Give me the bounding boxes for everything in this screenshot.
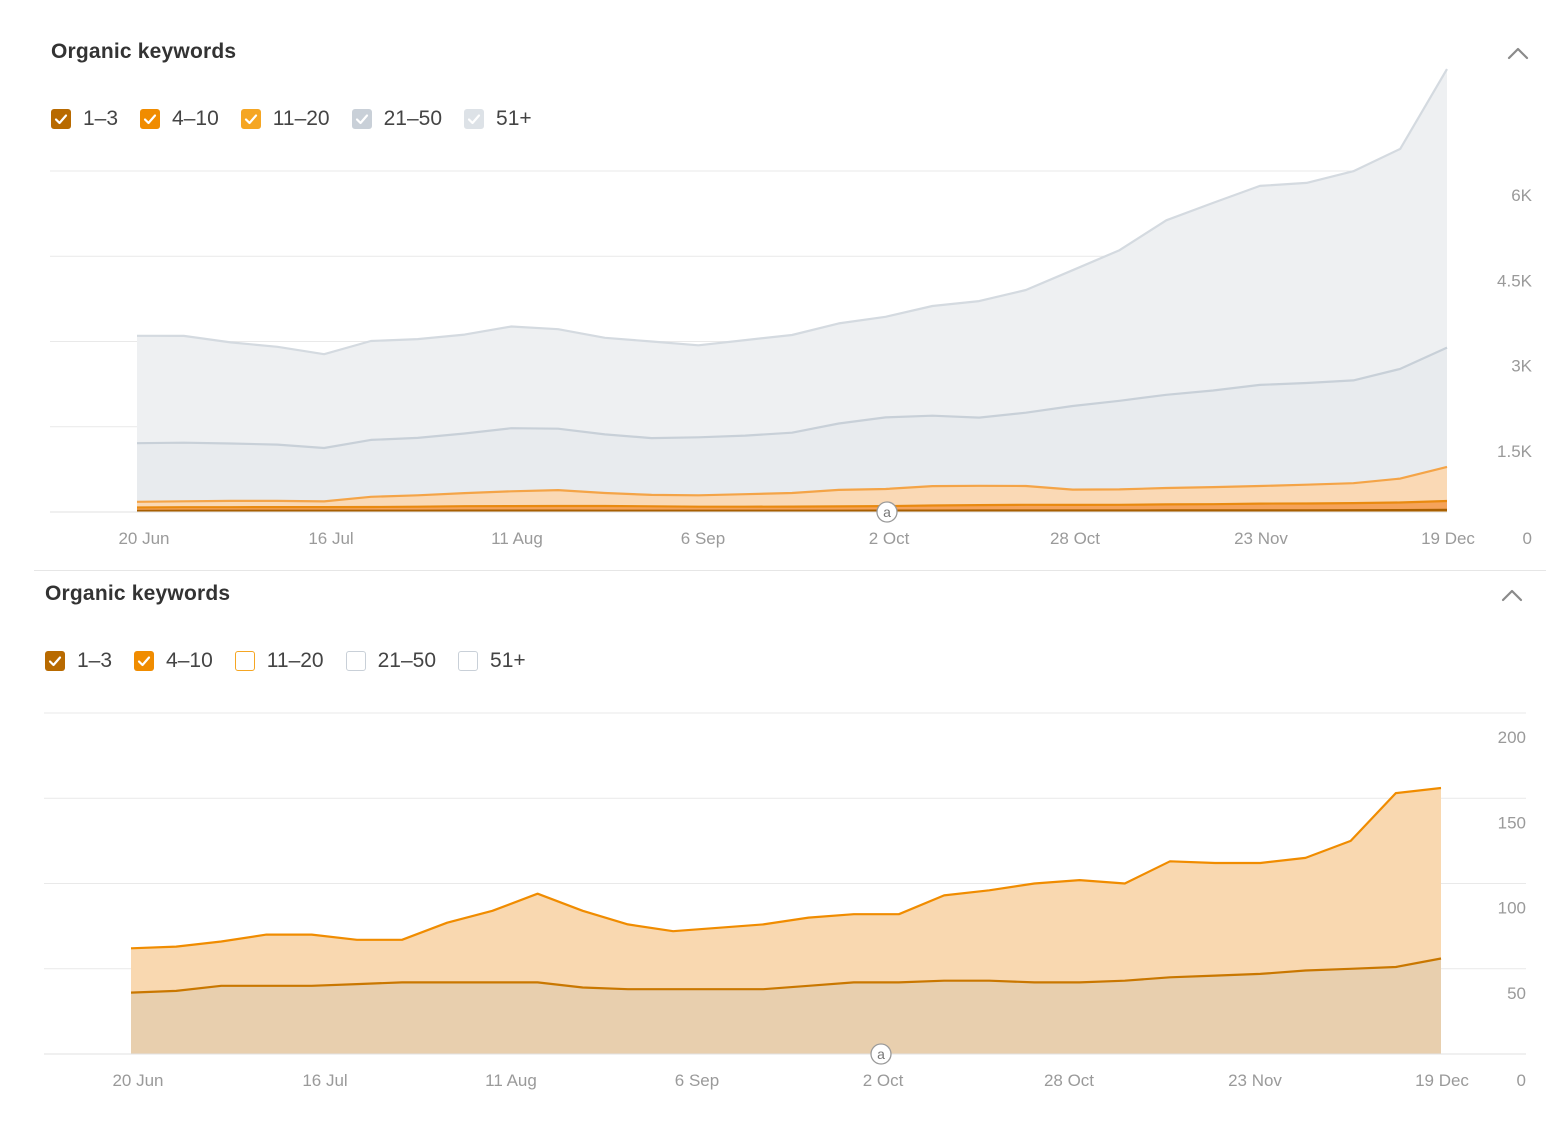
panel-title: Organic keywords [51,40,237,63]
x-tick-label: 20 Jun [112,1071,163,1090]
unchecked-checkbox-icon[interactable] [234,651,255,671]
panel-title: Organic keywords [45,582,231,605]
legend-label: 4–10 [166,649,213,672]
legend-item-5[interactable]: 51+ [458,649,526,673]
series-area-2 [131,788,1441,993]
x-tick-label: 6 Sep [675,1071,719,1090]
x-tick-label: 2 Oct [863,1071,904,1090]
y-tick-label: 100 [1498,899,1526,918]
legend: 1–3 4–10 11–20 21–50 51+ [45,649,548,673]
unchecked-checkbox-icon[interactable] [345,651,366,671]
legend-label: 21–50 [377,649,437,672]
legend-label: 1–3 [77,649,113,672]
checked-checkbox-icon[interactable] [45,651,65,671]
legend-label: 1–3 [83,107,119,130]
legend-item-2[interactable]: 4–10 [134,649,213,673]
panel-divider [34,570,1546,571]
legend-item-1[interactable]: 1–3 [51,107,118,131]
legend-item-1[interactable]: 1–3 [45,649,112,673]
x-tick-label: 23 Nov [1228,1071,1282,1090]
x-tick-label: 28 Oct [1044,1071,1094,1090]
annotation-marker-label: a [877,1046,885,1062]
legend-label: 11–20 [266,649,324,672]
legend-label: 51+ [490,649,526,672]
collapse-chevron-icon[interactable] [1506,42,1530,66]
legend-item-3[interactable]: 11–20 [234,649,324,673]
checked-checkbox-icon[interactable] [134,651,155,671]
y-tick-label: 150 [1498,813,1526,832]
legend-item-4[interactable]: 21–50 [345,649,437,673]
y-tick-label: 50 [1507,984,1526,1003]
series-area-1 [131,958,1441,1054]
unchecked-checkbox-icon[interactable] [458,651,479,671]
x-tick-label: 19 Dec [1415,1071,1469,1090]
y-tick-label: 0 [1517,1071,1526,1090]
checked-checkbox-icon[interactable] [51,109,71,129]
series-line-1 [130,957,1442,994]
x-tick-label: 11 Aug [485,1071,537,1090]
x-tick-label: 16 Jul [302,1071,347,1090]
y-tick-label: 200 [1498,728,1526,747]
collapse-chevron-icon[interactable] [1500,584,1524,608]
annotation-marker[interactable] [870,1043,892,1065]
series-line-2 [130,786,1442,950]
